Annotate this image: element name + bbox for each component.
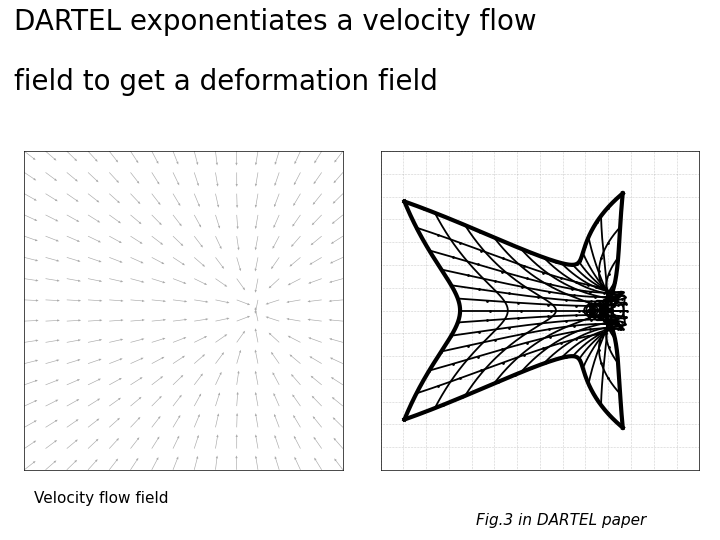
Text: field to get a deformation field: field to get a deformation field: [14, 68, 438, 96]
Text: DARTEL exponentiates a velocity flow: DARTEL exponentiates a velocity flow: [14, 8, 537, 36]
Text: Velocity flow field: Velocity flow field: [34, 491, 168, 507]
Text: Fig.3 in DARTEL paper: Fig.3 in DARTEL paper: [477, 513, 647, 528]
